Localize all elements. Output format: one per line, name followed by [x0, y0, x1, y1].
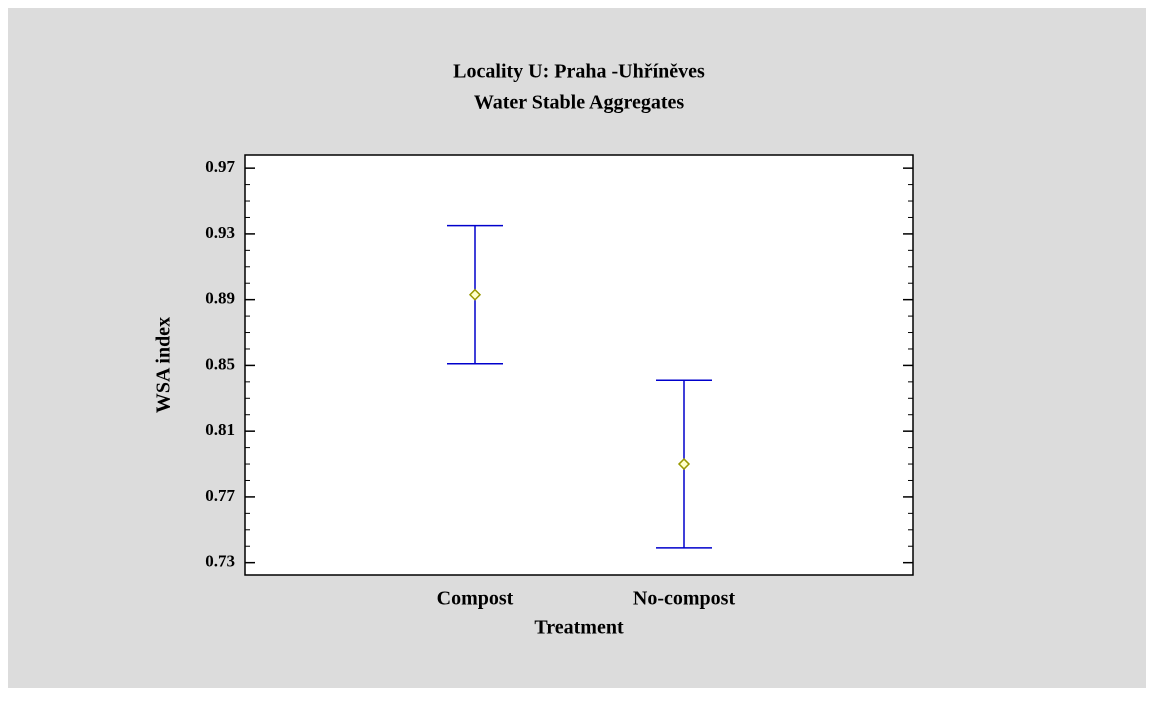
x-tick-label: No-compost [633, 588, 736, 610]
y-tick-label: 0.97 [205, 157, 235, 176]
y-tick-label: 0.85 [205, 354, 235, 373]
chart-subtitle: Water Stable Aggregates [474, 92, 685, 114]
y-tick-label: 0.89 [205, 289, 235, 308]
chart-title: Locality U: Praha -Uhříněves [453, 61, 705, 83]
y-tick-label: 0.73 [205, 552, 235, 571]
mean-marker [468, 288, 482, 301]
x-tick-label: Compost [437, 588, 514, 610]
plot-area [244, 154, 914, 576]
mean-marker [677, 457, 691, 471]
y-tick-label: 0.93 [205, 223, 235, 242]
y-tick-label: 0.81 [205, 420, 235, 439]
y-tick-label: 0.77 [205, 486, 235, 505]
y-axis-label: WSA index [153, 317, 175, 413]
x-axis-label: Treatment [534, 617, 624, 639]
